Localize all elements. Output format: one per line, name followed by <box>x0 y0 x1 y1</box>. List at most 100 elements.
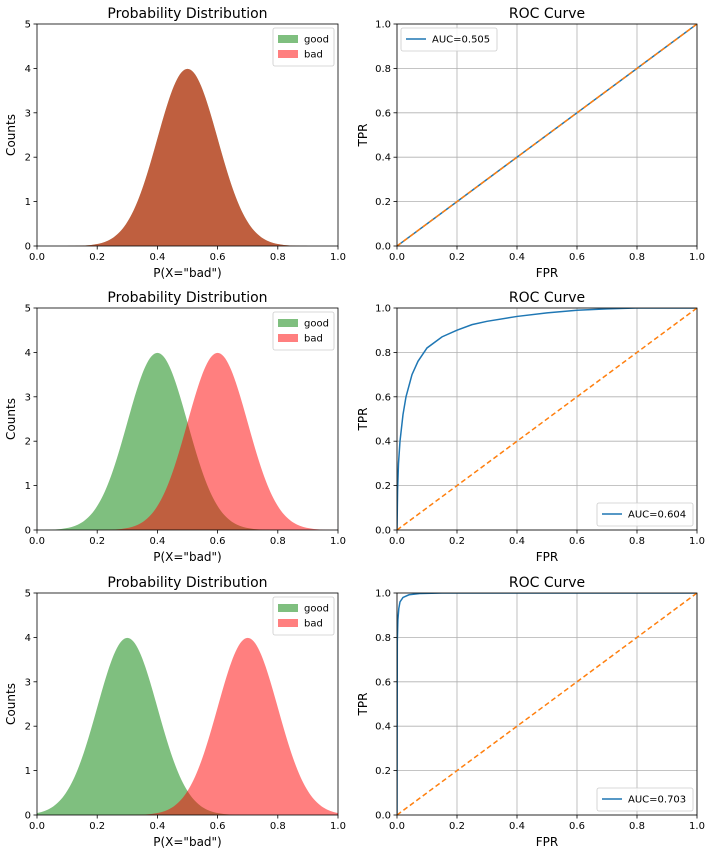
area-series-bad <box>37 352 338 530</box>
x-tick-label: 0.6 <box>210 536 226 547</box>
legend: good bad <box>272 311 335 351</box>
x-tick-label: 0.2 <box>89 821 105 832</box>
y-tick-label: 0.8 <box>375 348 391 359</box>
y-axis-label: Counts <box>4 114 18 156</box>
legend-swatch-bad <box>278 334 298 342</box>
chart-panel-6: ROC Curve 0.0 0.2 0.4 0.6 0.8 1.0 0.0 0.2 0.4 0.6 0… <box>356 575 705 849</box>
axes-frame <box>396 23 698 247</box>
x-tick-label: 1.0 <box>689 536 705 547</box>
x-tick-label: 0.8 <box>270 821 286 832</box>
y-tick-label: 1 <box>25 766 31 777</box>
chart-title: ROC Curve <box>509 6 585 22</box>
x-tick-label: 0.2 <box>449 821 465 832</box>
axes-frame <box>36 23 339 247</box>
x-tick-label: 0.6 <box>210 821 226 832</box>
y-tick-label: 1.0 <box>375 304 391 315</box>
x-tick-label: 0.0 <box>389 536 405 547</box>
plot-data <box>397 593 697 815</box>
chart-panel-2: ROC Curve 0.0 0.2 0.4 0.6 0.8 1.0 0.0 0.2 0.4 0.6 0… <box>356 6 705 280</box>
y-tick-label: 1.0 <box>375 589 391 600</box>
plot-data <box>397 308 697 530</box>
chart-panel-4: ROC Curve 0.0 0.2 0.4 0.6 0.8 1.0 0.0 0.2 0.4 0.6 0… <box>356 290 705 564</box>
roc-curve-line <box>397 308 697 530</box>
y-tick-label: 0.6 <box>375 108 391 119</box>
y-tick-label: 5 <box>25 20 31 31</box>
y-axis-label: TPR <box>356 124 370 148</box>
y-tick-label: 3 <box>25 677 31 688</box>
x-axis-label: FPR <box>536 550 558 564</box>
y-tick-label: 1 <box>25 197 31 208</box>
plot-data <box>37 352 338 530</box>
y-tick-label: 3 <box>25 392 31 403</box>
x-tick-label: 0.4 <box>149 821 165 832</box>
x-axis-label: P(X="bad") <box>153 266 222 280</box>
x-tick-label: 0.2 <box>89 536 105 547</box>
x-tick-label: 0.0 <box>389 252 405 263</box>
legend-label: bad <box>304 334 323 345</box>
area-series-good <box>37 637 338 815</box>
y-tick-label: 0.8 <box>375 64 391 75</box>
x-tick-label: 1.0 <box>330 252 346 263</box>
chart-panel-1: Probability Distribution 0.0 0.2 0.4 0.6 0.8 1… <box>4 6 346 280</box>
x-tick-label: 1.0 <box>330 821 346 832</box>
x-tick-label: 0.6 <box>210 252 226 263</box>
x-tick-label: 0.8 <box>270 252 286 263</box>
plot-data <box>37 637 338 815</box>
legend-label: good <box>304 604 329 615</box>
chart-title: ROC Curve <box>509 290 585 306</box>
x-tick-label: 0.6 <box>569 821 585 832</box>
y-tick-label: 0.0 <box>375 242 391 253</box>
axes-frame <box>396 307 698 531</box>
x-tick-label: 0.2 <box>89 252 105 263</box>
y-tick-label: 0.8 <box>375 633 391 644</box>
x-tick-label: 1.0 <box>689 252 705 263</box>
y-tick-label: 0.6 <box>375 392 391 403</box>
x-tick-label: 0.4 <box>509 821 525 832</box>
diagonal-reference-line <box>397 593 697 815</box>
y-tick-label: 5 <box>25 589 31 600</box>
y-axis-label: TPR <box>356 408 370 432</box>
legend-swatch-good <box>278 604 298 612</box>
y-tick-label: 3 <box>25 108 31 119</box>
x-tick-label: 0.6 <box>569 252 585 263</box>
x-axis-label: P(X="bad") <box>153 550 222 564</box>
legend-label: good <box>304 35 329 46</box>
y-tick-label: 4 <box>25 64 31 75</box>
chart-title: Probability Distribution <box>107 290 267 306</box>
legend-swatch-bad <box>278 619 298 627</box>
y-tick-label: 0 <box>25 242 31 253</box>
x-tick-label: 0.8 <box>629 821 645 832</box>
x-tick-label: 0.2 <box>449 252 465 263</box>
x-tick-label: 0.8 <box>629 252 645 263</box>
y-tick-label: 2 <box>25 153 31 164</box>
x-tick-label: 0.4 <box>509 536 525 547</box>
y-tick-label: 0.0 <box>375 811 391 822</box>
legend-swatch-good <box>278 35 298 43</box>
y-tick-label: 0.2 <box>375 197 391 208</box>
y-tick-label: 1.0 <box>375 20 391 31</box>
x-tick-label: 0.0 <box>389 821 405 832</box>
y-tick-label: 4 <box>25 348 31 359</box>
legend: good bad <box>272 27 335 67</box>
axes-frame <box>396 592 698 816</box>
legend-swatch-bad <box>278 50 298 58</box>
legend-label: bad <box>304 619 323 630</box>
legend-label: bad <box>304 50 323 61</box>
legend-label: AUC=0.703 <box>628 795 686 806</box>
x-tick-label: 1.0 <box>330 536 346 547</box>
y-axis-label: Counts <box>4 398 18 440</box>
legend: AUC=0.505 <box>400 27 498 52</box>
x-axis-label: P(X="bad") <box>153 835 222 849</box>
x-tick-label: 0.0 <box>29 252 45 263</box>
x-tick-label: 0.0 <box>29 821 45 832</box>
y-tick-label: 0.4 <box>375 153 391 164</box>
chart-panel-3: Probability Distribution 0.0 0.2 0.4 0.6 0.8 1… <box>4 290 346 564</box>
y-tick-label: 0.0 <box>375 526 391 537</box>
x-tick-label: 0.4 <box>509 252 525 263</box>
y-tick-label: 0.2 <box>375 481 391 492</box>
legend-label: AUC=0.505 <box>432 35 490 46</box>
x-axis-label: FPR <box>536 835 558 849</box>
axes-frame <box>36 307 339 531</box>
x-tick-label: 0.8 <box>270 536 286 547</box>
